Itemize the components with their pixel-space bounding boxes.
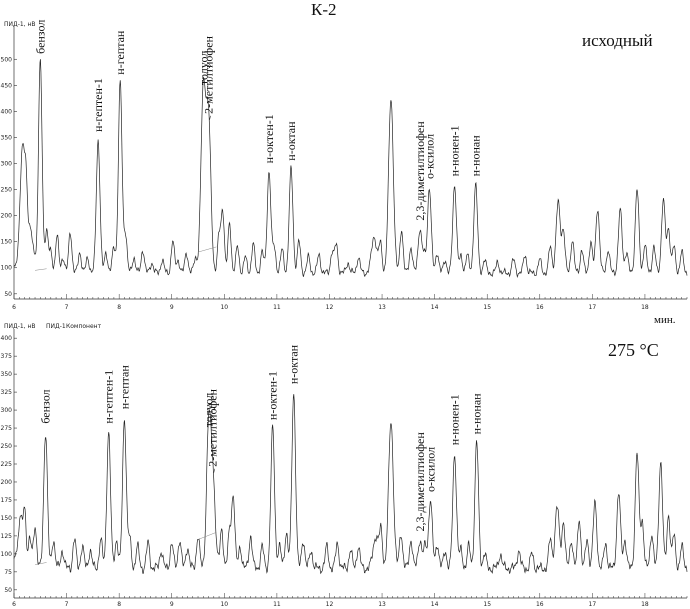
panel2-note: 275 °С	[608, 340, 659, 360]
y-tick-label: 400	[1, 335, 13, 342]
y-tick-label: 275	[1, 425, 13, 432]
peak-label: о-ксилол	[422, 134, 436, 179]
x-tick-label: 16	[536, 601, 544, 608]
y-tick-label: 200	[1, 213, 13, 220]
peak-label: 2-метилтиофен	[206, 388, 220, 466]
x-tick-label: 7	[65, 601, 69, 608]
page-title: К-2	[311, 0, 337, 19]
x-tick-label: 6	[12, 304, 16, 311]
y-tick-label: 175	[1, 497, 13, 504]
y-tick-label: 150	[1, 515, 13, 522]
x-tick-label: 17	[589, 601, 597, 608]
x-tick-label: 14	[431, 601, 439, 608]
panel1-ylabel: ПИД-1, нВ	[4, 21, 36, 28]
y-tick-label: 300	[1, 161, 13, 168]
x-tick-label: 13	[378, 304, 386, 311]
x-tick-label: 17	[589, 304, 597, 311]
peak-label: 2,3-диметилтиофен	[413, 432, 427, 532]
x-tick-label: 14	[431, 304, 439, 311]
peak-label: 2,3-диметилтиофен	[413, 121, 427, 221]
y-tick-label: 350	[1, 134, 13, 141]
y-tick-label: 400	[1, 108, 13, 115]
signal-trace	[13, 394, 688, 575]
x-tick-label: 15	[483, 304, 491, 311]
panel2-header-detector: ПИД-1	[46, 323, 66, 330]
panel1-xlabel: мин.	[654, 314, 676, 326]
peak-label: н-октен-1	[266, 371, 280, 420]
y-tick-label: 500	[1, 56, 13, 63]
panel1-note: исходный	[582, 31, 653, 50]
peak-label: н-гептен-1	[91, 78, 105, 132]
peak-label: н-октан	[284, 121, 298, 161]
chromatogram-panel-initial: 50 100 150 200 250 300 350 400 450 500 6 7 8 9 10 11 12 1…	[1, 20, 688, 311]
integration-baseline	[197, 532, 217, 540]
y-tick-label: 250	[1, 187, 13, 194]
y-tick-label: 450	[1, 82, 13, 89]
y-tick-label: 100	[1, 551, 13, 558]
y-tick-label: 375	[1, 353, 13, 360]
peak-label: н-гептан	[117, 365, 131, 410]
y-tick-label: 50	[4, 587, 12, 594]
x-tick-label: 9	[170, 304, 174, 311]
peak-label: 2-метилтиофен	[202, 35, 216, 113]
peak-label: н-гептан	[113, 30, 127, 75]
y-tick-label: 200	[1, 479, 13, 486]
peak-label: о-ксилол	[423, 447, 437, 492]
x-tick-label: 10	[220, 601, 228, 608]
y-tick-label: 150	[1, 239, 13, 246]
x-tick-label: 8	[117, 304, 121, 311]
y-tick-label: 250	[1, 443, 13, 450]
y-tick-label: 300	[1, 407, 13, 414]
chromatogram-panel-275: 50 75 100 125 150 175 200 225 250 275 300 325 350 375…	[1, 329, 688, 608]
x-tick-label: 18	[641, 304, 649, 311]
peak-label: н-нонен-1	[448, 394, 462, 445]
integration-baseline	[34, 268, 47, 271]
y-tick-label: 125	[1, 533, 13, 540]
x-tick-label: 11	[273, 304, 281, 311]
x-tick-label: 11	[273, 601, 281, 608]
panel2-ylabel: ПИД-1, нВ	[4, 323, 36, 330]
integration-baseline	[197, 246, 217, 253]
signal-trace	[13, 59, 688, 279]
peak-label: н-нонен-1	[448, 125, 462, 176]
x-tick-label: 15	[483, 601, 491, 608]
x-tick-label: 10	[220, 304, 228, 311]
peak-label-leader	[209, 115, 211, 120]
peak-label-leader	[213, 468, 216, 473]
x-tick-label: 16	[536, 304, 544, 311]
x-tick-label: 9	[170, 601, 174, 608]
y-tick-label: 50	[4, 291, 12, 298]
y-tick-label: 325	[1, 389, 13, 396]
x-tick-label: 8	[117, 601, 121, 608]
peak-label: н-октен-1	[262, 114, 276, 163]
y-tick-label: 75	[4, 569, 12, 576]
x-tick-label: 7	[65, 304, 69, 311]
x-tick-label: 12	[326, 304, 334, 311]
x-tick-label: 6	[12, 601, 16, 608]
x-tick-label: 13	[378, 601, 386, 608]
peak-label: толуол	[196, 51, 210, 85]
peak-label: н-гептен-1	[102, 370, 116, 424]
y-tick-label: 100	[1, 265, 13, 272]
peak-label: н-нонан	[469, 135, 483, 177]
x-tick-label: 18	[641, 601, 649, 608]
panel2-header-component: Компонент	[66, 323, 102, 330]
y-tick-label: 350	[1, 371, 13, 378]
peak-label: бензол	[39, 389, 53, 423]
integration-baseline	[34, 562, 47, 565]
peak-label: бензол	[33, 20, 47, 54]
y-tick-label: 225	[1, 461, 13, 468]
peak-label: н-нонан	[470, 393, 484, 435]
peak-label: толуол	[202, 393, 216, 427]
peak-label: н-октан	[287, 344, 301, 384]
x-tick-label: 12	[326, 601, 334, 608]
